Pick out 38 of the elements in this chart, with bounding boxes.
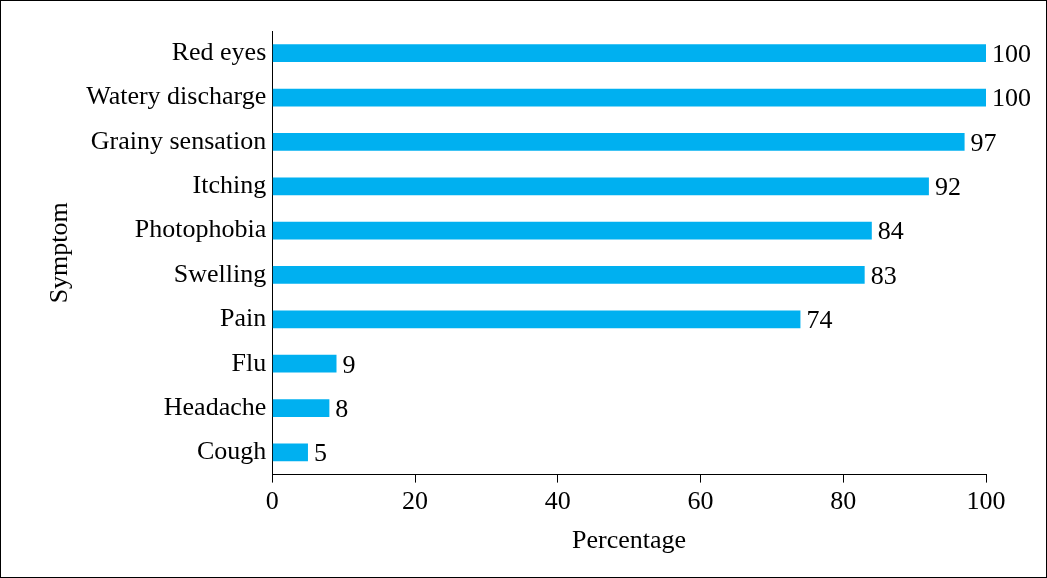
x-tick-label: 60 [687,486,714,516]
bar [272,221,872,240]
y-tick-label: Watery discharge [86,81,267,111]
y-tick-label: Cough [196,436,267,466]
x-tick-label: 40 [544,486,571,516]
bar [272,443,308,462]
x-tick-label: 80 [830,486,857,516]
y-tick-label: Itching [192,170,267,200]
data-label: 92 [934,172,961,202]
bar [272,399,330,417]
bar [272,88,986,107]
y-axis-title: Symptom [44,202,74,304]
data-label: 5 [313,438,327,468]
data-label: 84 [877,216,904,246]
bar [272,266,865,284]
y-tick-label: Swelling [173,258,267,288]
y-tick-label: Headache [163,391,267,421]
y-tick-label: Pain [220,303,267,333]
data-label: 83 [870,260,897,290]
bar [272,354,337,373]
bar [272,133,965,151]
data-label: 97 [970,127,997,157]
x-tick-label: 100 [966,486,1006,516]
y-tick-label: Photophobia [134,214,267,244]
bar [272,310,801,329]
y-tick-label: Red eyes [171,37,267,67]
x-axis-title: Percentage [572,525,687,555]
x-tick-label: 20 [402,486,429,516]
bar [272,177,929,196]
bar [272,44,986,63]
data-label: 8 [335,393,349,423]
data-label: 9 [342,349,356,379]
data-label: 100 [992,39,1031,69]
y-tick-label: Flu [231,347,267,377]
y-tick-label: Grainy sensation [90,125,267,155]
data-label: 100 [992,83,1031,113]
x-tick-label: 0 [265,486,279,516]
data-label: 74 [806,305,833,335]
